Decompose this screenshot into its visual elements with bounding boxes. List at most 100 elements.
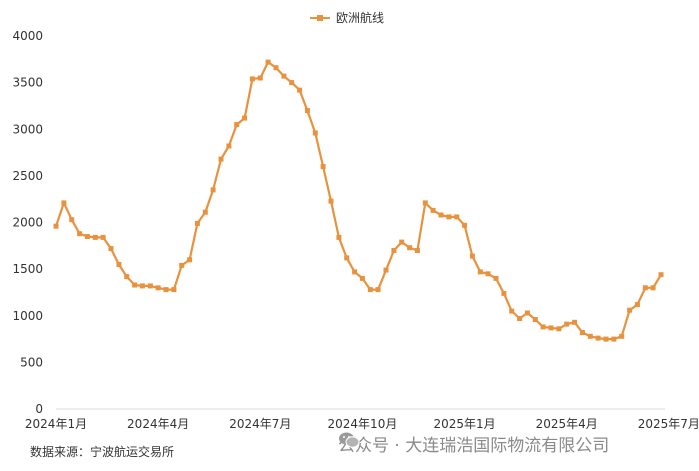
data-point	[642, 285, 648, 291]
data-point	[407, 245, 413, 251]
y-tick-label: 3500	[12, 76, 43, 90]
x-tick-label: 2025年1月	[433, 417, 495, 431]
data-point	[477, 269, 483, 275]
data-point	[124, 274, 130, 280]
data-point	[556, 326, 562, 332]
data-point	[194, 220, 200, 226]
data-point	[77, 231, 83, 237]
legend: 欧洲航线	[310, 10, 384, 25]
legend-marker	[317, 15, 323, 21]
data-point	[493, 275, 499, 281]
data-point	[548, 325, 554, 331]
data-point	[352, 269, 358, 275]
legend-label: 欧洲航线	[336, 10, 384, 25]
data-point	[634, 302, 640, 308]
y-tick-label: 0	[35, 402, 43, 416]
y-tick-label: 4000	[12, 29, 43, 43]
data-point	[532, 317, 538, 322]
data-point	[179, 262, 185, 268]
data-point	[540, 324, 546, 330]
data-point	[289, 80, 295, 86]
data-point	[650, 285, 656, 291]
data-point	[509, 308, 515, 314]
y-tick-label: 3000	[12, 122, 43, 136]
data-point	[100, 234, 106, 240]
y-tick-label: 2500	[12, 169, 43, 183]
data-point	[210, 187, 216, 193]
data-point	[524, 310, 530, 316]
y-tick-label: 1000	[12, 309, 43, 323]
data-point	[446, 214, 452, 220]
data-point	[249, 76, 255, 82]
data-point	[320, 164, 326, 170]
data-point	[359, 275, 365, 281]
data-point	[297, 87, 303, 93]
data-point	[53, 223, 59, 229]
y-tick-label: 500	[20, 355, 43, 369]
data-point	[579, 330, 585, 335]
data-point	[139, 283, 145, 289]
data-point	[414, 248, 420, 253]
y-axis: 0 500 1000 1500 2000 2500 3000 3500 4000	[12, 29, 43, 416]
x-tick-label: 2025年7月	[638, 417, 699, 431]
data-point	[187, 257, 193, 263]
watermark: 公众号 · 大连瑞浩国际物流有限公司	[338, 431, 610, 456]
data-point	[69, 217, 75, 223]
data-point	[281, 73, 287, 79]
data-point	[132, 282, 138, 288]
data-point	[147, 283, 153, 289]
data-point	[92, 234, 98, 240]
data-point	[375, 287, 381, 293]
data-point	[485, 271, 491, 277]
y-tick-label: 2000	[12, 216, 43, 230]
data-point	[202, 209, 208, 215]
data-point	[304, 108, 310, 114]
data-point	[462, 222, 468, 228]
x-tick-label: 2024年1月	[25, 417, 87, 431]
x-tick-label: 2024年4月	[127, 417, 189, 431]
y-tick-label: 1500	[12, 262, 43, 276]
data-point	[422, 200, 428, 206]
data-point	[218, 156, 224, 162]
x-tick-label: 2024年10月	[328, 417, 398, 431]
data-point	[658, 272, 664, 278]
data-point	[454, 214, 460, 220]
data-point	[603, 336, 609, 342]
x-axis: 2024年1月 2024年4月 2024年7月 2024年10月 2025年1月 2025…	[25, 408, 699, 431]
data-point	[242, 115, 248, 121]
data-point	[619, 333, 625, 339]
data-point	[234, 122, 240, 128]
data-point	[367, 287, 373, 293]
series-line	[54, 60, 663, 341]
wechat-icon	[339, 432, 360, 448]
data-point	[328, 198, 334, 204]
data-point	[399, 239, 405, 245]
data-point	[344, 255, 350, 261]
data-point	[611, 336, 617, 342]
data-point	[171, 287, 177, 293]
data-point	[595, 335, 601, 341]
data-point	[501, 290, 507, 296]
data-point	[257, 75, 263, 81]
data-point	[469, 253, 475, 259]
data-point	[226, 143, 232, 149]
data-point	[564, 321, 570, 327]
data-point	[438, 212, 444, 218]
data-point	[430, 207, 436, 213]
source-note: 数据来源：宁波航运交易所	[30, 445, 175, 459]
series-layer	[53, 59, 664, 342]
data-point	[312, 130, 318, 136]
data-point	[84, 234, 90, 239]
x-tick-label: 2025年4月	[536, 417, 598, 431]
data-point	[155, 285, 161, 291]
watermark-text: 公众号 · 大连瑞浩国际物流有限公司	[338, 435, 610, 456]
data-point	[61, 200, 67, 206]
data-point	[572, 319, 578, 325]
data-point	[273, 65, 279, 71]
data-point	[265, 59, 271, 65]
data-point	[336, 234, 342, 240]
data-point	[627, 307, 633, 313]
x-tick-label: 2024年7月	[229, 417, 291, 431]
data-point	[391, 248, 397, 253]
